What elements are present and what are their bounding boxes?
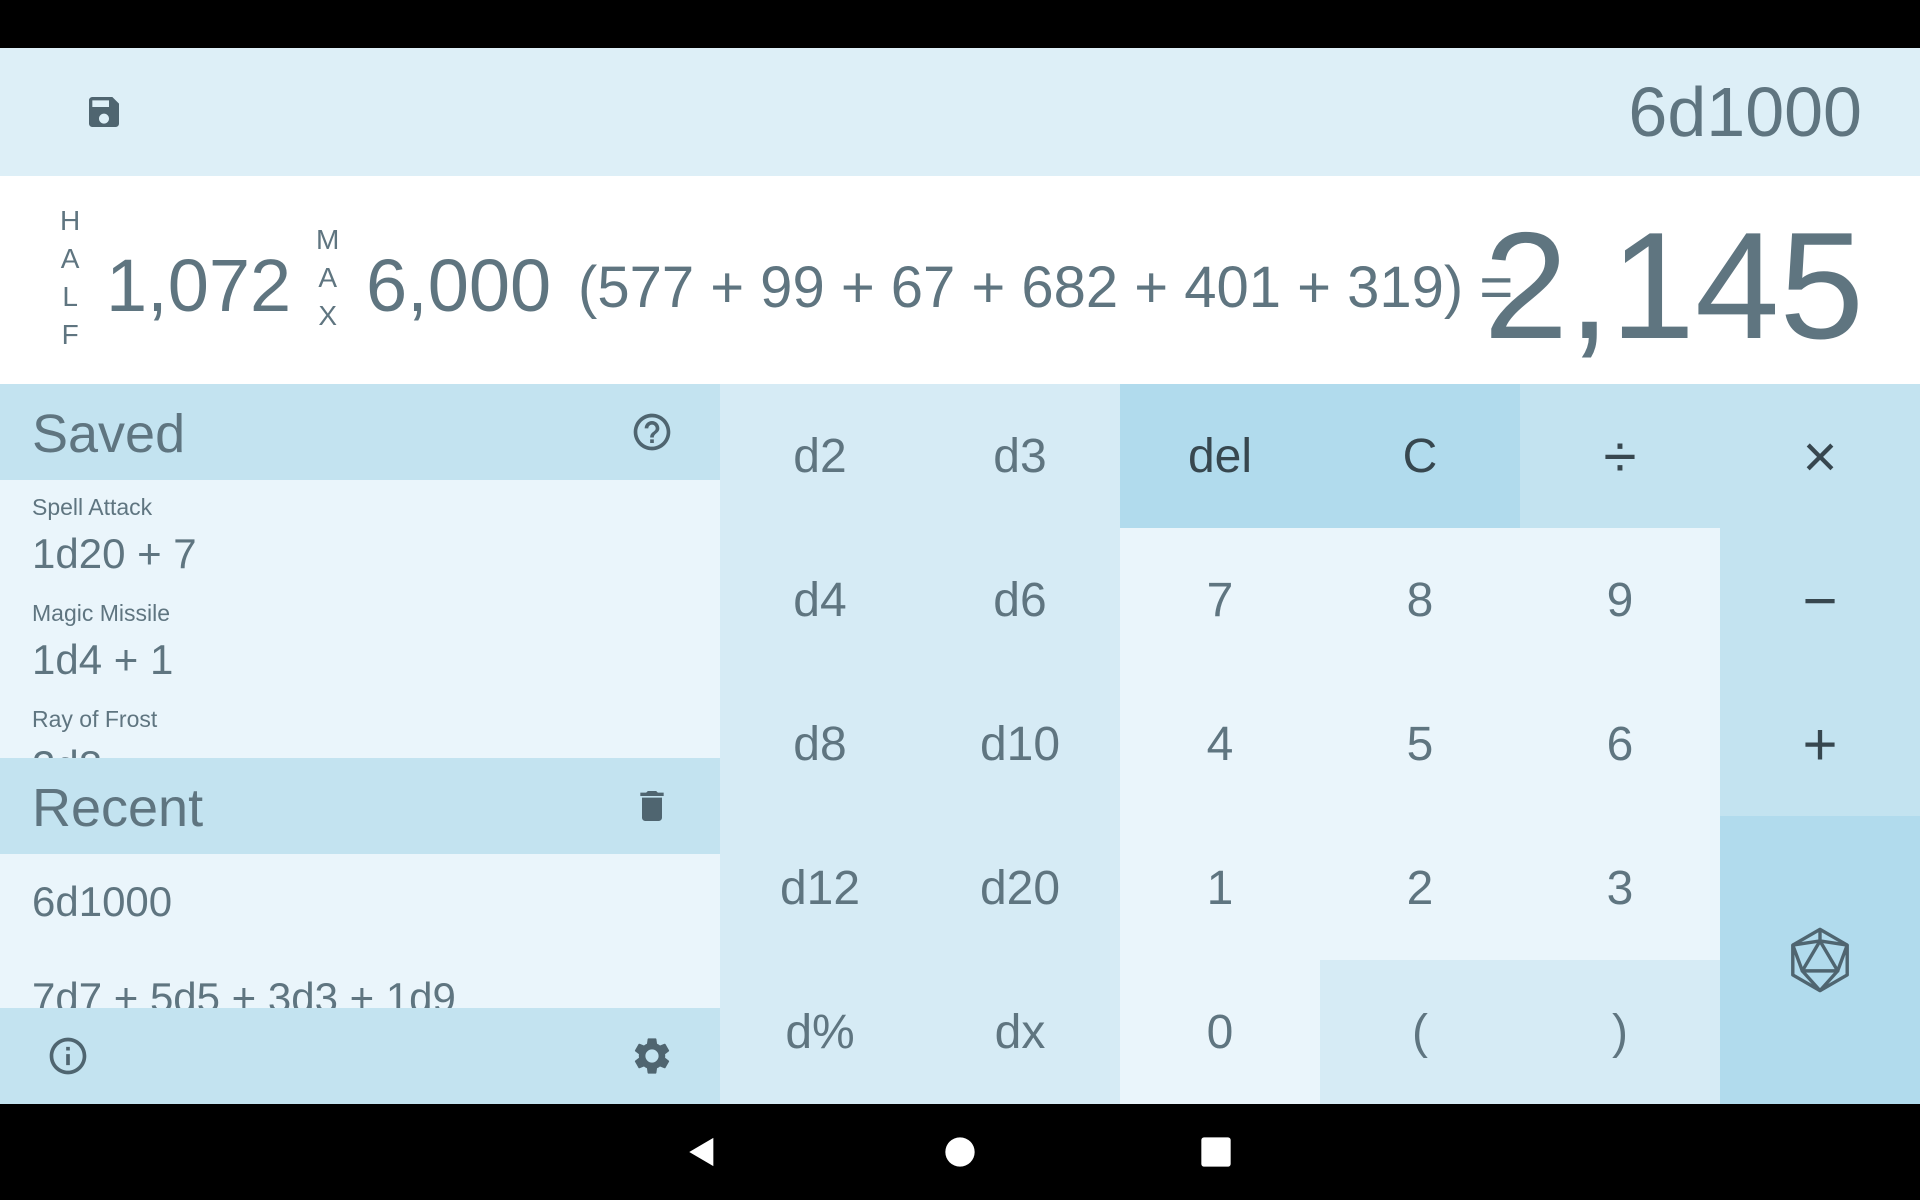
keypad: d2 d3 del C ÷ × d4 d6 7 8 9 − d8 d10 4 5… xyxy=(720,384,1920,1104)
key-6[interactable]: 6 xyxy=(1520,672,1720,816)
saved-item[interactable]: Magic Missile 1d4 + 1 xyxy=(32,600,174,683)
clear-button[interactable]: C xyxy=(1320,384,1520,528)
key-1[interactable]: 1 xyxy=(1120,816,1320,960)
key-d20[interactable]: d20 xyxy=(920,816,1120,960)
d20-icon xyxy=(1791,927,1849,993)
key-4[interactable]: 4 xyxy=(1120,672,1320,816)
save-icon xyxy=(89,97,119,127)
save-button[interactable] xyxy=(80,88,128,136)
saved-list[interactable]: Spell Attack 1d20 + 7 Magic Missile 1d4 … xyxy=(0,480,720,758)
status-bar xyxy=(0,0,1920,48)
minus-button[interactable]: − xyxy=(1720,528,1920,672)
key-2[interactable]: 2 xyxy=(1320,816,1520,960)
half-label: H A L F xyxy=(60,205,81,350)
roll-breakdown: (577 + 99 + 67 + 682 + 401 + 319) = xyxy=(578,255,1514,320)
key-d2[interactable]: d2 xyxy=(720,384,920,528)
home-icon xyxy=(945,1137,975,1167)
key-d6[interactable]: d6 xyxy=(920,528,1120,672)
plus-button[interactable]: + xyxy=(1720,672,1920,816)
roll-total: 2,145 xyxy=(1483,201,1864,371)
max-label: M A X xyxy=(316,224,340,331)
saved-item[interactable]: Spell Attack 1d20 + 7 xyxy=(32,494,197,577)
gear-icon xyxy=(634,1038,670,1074)
key-dx[interactable]: dx xyxy=(920,960,1120,1104)
recent-item[interactable]: 6d1000 xyxy=(32,878,173,925)
key-3[interactable]: 3 xyxy=(1520,816,1720,960)
expression-bar: 6d1000 xyxy=(0,48,1920,176)
key-d3[interactable]: d3 xyxy=(920,384,1120,528)
key-7[interactable]: 7 xyxy=(1120,528,1320,672)
key-8[interactable]: 8 xyxy=(1320,528,1520,672)
recent-list[interactable]: 6d1000 7d7 + 5d5 + 3d3 + 1d9 xyxy=(0,854,720,1008)
recents-button[interactable] xyxy=(1196,1132,1236,1172)
key-d10[interactable]: d10 xyxy=(920,672,1120,816)
delete-button[interactable]: del xyxy=(1120,384,1320,528)
key-d4[interactable]: d4 xyxy=(720,528,920,672)
recent-title: Recent xyxy=(32,778,204,838)
home-button[interactable] xyxy=(940,1132,980,1172)
settings-button[interactable] xyxy=(628,1032,676,1080)
close-paren-button[interactable]: ) xyxy=(1520,960,1720,1104)
back-icon xyxy=(689,1137,714,1167)
info-icon xyxy=(49,1037,87,1075)
saved-item[interactable]: Ray of Frost 2d8 xyxy=(32,706,158,758)
history-panel: Saved Spell Attack 1d20 + 7 Magic Missil… xyxy=(0,384,720,1104)
navigation-bar xyxy=(0,1104,1920,1200)
recents-icon xyxy=(1201,1137,1231,1167)
saved-header: Saved xyxy=(0,384,720,480)
saved-title: Saved xyxy=(32,404,186,464)
key-d12[interactable]: d12 xyxy=(720,816,920,960)
trash-icon xyxy=(640,791,664,821)
recent-header: Recent xyxy=(0,758,720,854)
back-button[interactable] xyxy=(682,1132,722,1172)
bottom-bar xyxy=(0,1008,720,1104)
max-value: 6,000 xyxy=(366,244,552,327)
help-button[interactable] xyxy=(628,408,676,456)
key-9[interactable]: 9 xyxy=(1520,528,1720,672)
help-icon xyxy=(633,413,671,451)
open-paren-button[interactable]: ( xyxy=(1320,960,1520,1104)
recent-item[interactable]: 7d7 + 5d5 + 3d3 + 1d9 xyxy=(32,974,456,1008)
info-button[interactable] xyxy=(44,1032,92,1080)
key-d8[interactable]: d8 xyxy=(720,672,920,816)
key-d-percent[interactable]: d% xyxy=(720,960,920,1104)
result-panel: H A L F 1,072 M A X 6,000 (577 + 99 + 67… xyxy=(0,176,1920,384)
expression-display: 6d1000 xyxy=(1628,73,1862,151)
roll-button[interactable] xyxy=(1720,816,1920,1104)
key-0[interactable]: 0 xyxy=(1120,960,1320,1104)
key-5[interactable]: 5 xyxy=(1320,672,1520,816)
clear-recent-button[interactable] xyxy=(628,782,676,830)
divide-button[interactable]: ÷ xyxy=(1520,384,1720,528)
multiply-button[interactable]: × xyxy=(1720,384,1920,528)
half-value: 1,072 xyxy=(106,244,292,327)
